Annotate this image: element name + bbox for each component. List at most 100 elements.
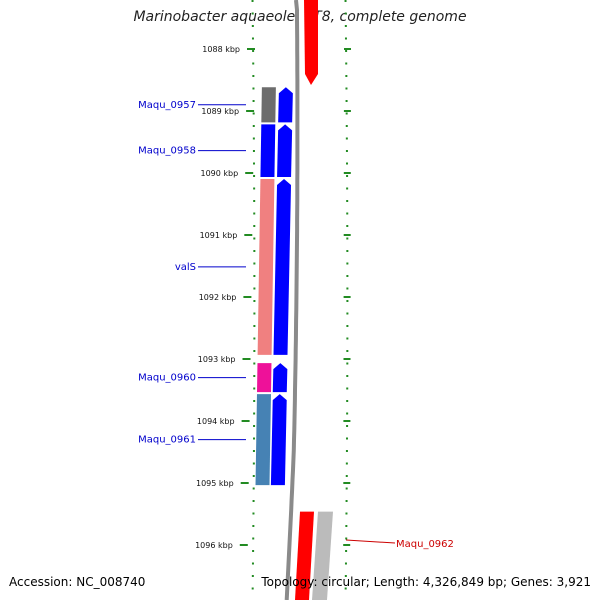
backbone-dot <box>253 425 256 427</box>
backbone-dot <box>253 225 256 227</box>
backbone-dot <box>346 387 349 390</box>
backbone-dot <box>253 412 256 415</box>
backbone-dot <box>252 87 255 90</box>
backbone-dot <box>252 112 255 115</box>
backbone-dot <box>252 137 255 140</box>
backbone-dot <box>253 400 256 402</box>
gene-label: Maqu_0961 <box>138 435 196 446</box>
backbone-dot <box>253 212 256 215</box>
backbone-dot <box>253 350 256 352</box>
cds-arrow <box>277 124 293 177</box>
cds-arrow <box>270 394 287 486</box>
cds-arrow <box>278 87 293 123</box>
tick-mark-left <box>243 296 252 298</box>
tick-mark-left <box>244 234 253 236</box>
backbone-dot <box>253 162 256 165</box>
backbone-dot <box>345 100 348 102</box>
backbone-dot <box>252 100 255 102</box>
backbone-dot <box>344 0 347 2</box>
gene-label: valS <box>175 262 196 273</box>
tick-mark-right <box>343 110 351 112</box>
tick-mark-right <box>344 48 351 50</box>
backbone-dot <box>252 512 255 515</box>
backbone-dot <box>346 375 349 377</box>
tick-label: 1091 kbp <box>200 231 238 240</box>
backbone-dot <box>346 312 349 315</box>
backbone-dot <box>345 487 348 490</box>
tick-label: 1094 kbp <box>197 417 235 426</box>
gene-label: Maqu_0960 <box>138 373 196 384</box>
backbone-dot <box>344 587 347 590</box>
gene-label: Maqu_0958 <box>138 146 196 157</box>
backbone-dot <box>346 175 349 177</box>
backbone-dot <box>253 362 256 365</box>
left-backbone <box>251 0 256 590</box>
gene-feature-bar <box>257 178 275 355</box>
backbone-dot <box>253 287 256 290</box>
backbone-dot <box>345 462 348 465</box>
backbone-dot <box>345 125 348 127</box>
cds-arrow <box>272 363 288 393</box>
tick-label: 1089 kbp <box>201 107 239 116</box>
backbone-dot <box>346 237 349 240</box>
backbone-dot <box>345 87 348 90</box>
backbone-dot <box>344 37 347 40</box>
backbone-dot <box>252 525 255 527</box>
tick-layer: 1088 kbp 1089 kbp 1090 kbp 1091 kbp 1092 kbp… <box>195 45 351 550</box>
backbone-dot <box>252 550 255 552</box>
backbone-dot <box>252 50 255 52</box>
backbone-dot <box>253 262 256 265</box>
backbone-dot <box>251 562 254 565</box>
backbone-dot <box>344 25 347 27</box>
backbone-dot <box>346 337 349 340</box>
backbone-dot <box>253 312 256 315</box>
backbone-dot <box>344 12 347 15</box>
backbone-dot <box>252 487 255 490</box>
downstream-gene-arrow <box>295 511 314 600</box>
backbone-dot <box>345 112 348 115</box>
tick-mark-right <box>343 358 351 360</box>
tick-mark-left <box>239 544 248 546</box>
tick-mark-left <box>246 110 255 112</box>
backbone-dot <box>253 275 256 277</box>
gene-leader-line <box>345 539 396 544</box>
gene-label-layer: Maqu_0957 Maqu_0958 valS Maqu_0960 Maqu_0961… <box>138 100 454 550</box>
upstream-gene-arrow <box>304 0 318 85</box>
backbone-dot <box>346 362 349 365</box>
accession-text: Accession: NC_008740 <box>9 575 146 589</box>
gene-label: Maqu_0957 <box>138 100 196 111</box>
tick-mark-left <box>247 48 255 50</box>
backbone-dot <box>346 250 349 252</box>
background-layer <box>251 0 349 600</box>
backbone-dot <box>345 62 348 65</box>
tick-mark-left <box>245 172 254 174</box>
backbone-dot <box>345 525 348 527</box>
backbone-dot <box>346 400 349 402</box>
tick-mark-right <box>343 234 351 236</box>
tick-mark-right <box>343 544 351 546</box>
backbone-dot <box>251 0 254 2</box>
tick-mark-right <box>343 172 351 174</box>
backbone-dot <box>345 50 348 52</box>
gene-feature-bar <box>261 87 276 123</box>
backbone-dot <box>345 75 348 77</box>
tick-label: 1095 kbp <box>196 479 234 488</box>
backbone-dot <box>345 537 348 540</box>
backbone-dot <box>345 450 348 452</box>
genome-summary-text: Topology: circular; Length: 4,326,849 bp… <box>261 575 591 589</box>
backbone-dot <box>251 37 254 40</box>
backbone-dot <box>346 212 349 215</box>
backbone-dot <box>346 187 349 190</box>
backbone-dot <box>346 325 349 327</box>
backbone-dot <box>345 475 348 477</box>
gene-label: Maqu_0962 <box>396 539 454 550</box>
backbone-dot <box>253 325 256 327</box>
backbone-dot <box>252 450 255 452</box>
backbone-dot <box>344 575 347 577</box>
backbone-dot <box>251 587 254 590</box>
backbone-dot <box>252 475 255 477</box>
cds-arrow <box>273 178 292 355</box>
backbone-dot <box>345 150 348 152</box>
backbone-dot <box>253 387 256 390</box>
backbone-dot <box>253 200 256 202</box>
